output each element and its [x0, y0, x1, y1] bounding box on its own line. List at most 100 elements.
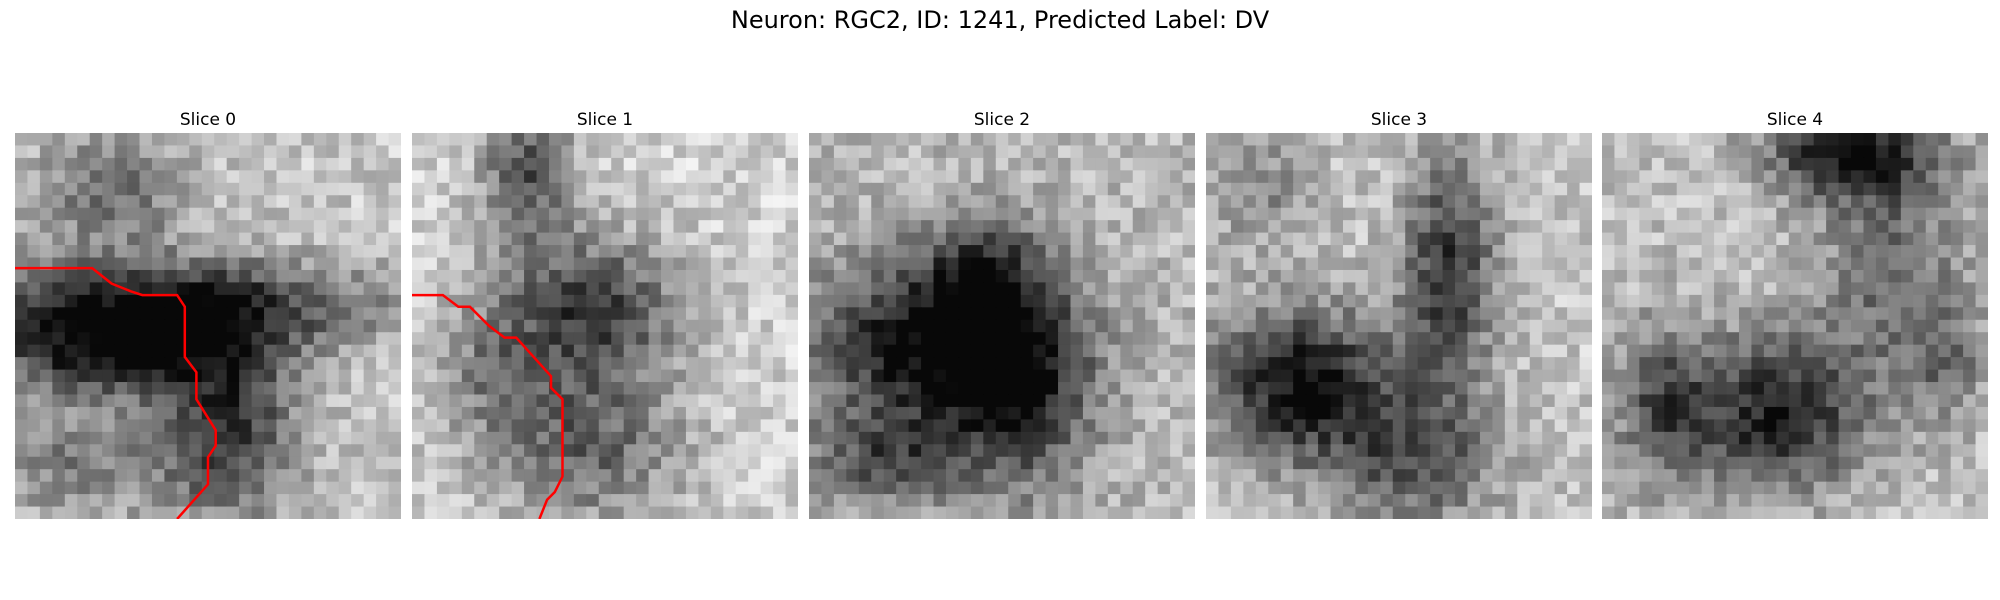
pixel: [1182, 145, 1195, 159]
pixel: [1975, 406, 1988, 420]
pixel: [1738, 344, 1753, 358]
pixel: [189, 145, 203, 159]
pixel: [748, 245, 762, 259]
pixel: [1726, 257, 1740, 271]
pixel: [995, 195, 1009, 209]
pixel: [1145, 207, 1159, 221]
pixel: [723, 357, 737, 371]
pixel: [1342, 220, 1357, 234]
pixel: [648, 469, 662, 483]
pixel: [561, 494, 575, 508]
pixel: [1975, 232, 1988, 246]
pixel: [77, 382, 91, 396]
pixel: [1776, 294, 1790, 308]
pixel: [1268, 220, 1282, 234]
pixel: [773, 394, 787, 408]
pixel: [883, 245, 897, 259]
pixel: [1293, 170, 1307, 184]
pixel: [1318, 431, 1332, 445]
pixel: [1342, 406, 1357, 420]
pixel: [1900, 494, 1914, 508]
pixel: [673, 282, 687, 296]
pixel: [1975, 245, 1988, 259]
pixel: [598, 394, 612, 408]
pixel: [1157, 195, 1171, 209]
pixel: [1938, 220, 1952, 234]
pixel: [1938, 207, 1952, 221]
pixel: [1851, 332, 1865, 346]
pixel: [376, 456, 390, 470]
pixel: [1567, 382, 1581, 396]
pixel: [883, 481, 897, 495]
pixel: [1913, 282, 1927, 296]
pixel: [1763, 269, 1777, 284]
pixel: [301, 444, 315, 458]
pixel: [1651, 232, 1665, 246]
pixel: [821, 232, 835, 246]
pixel: [1554, 319, 1568, 333]
pixel: [1293, 357, 1307, 371]
pixel: [251, 344, 265, 358]
pixel: [1132, 469, 1146, 483]
pixel: [1626, 394, 1640, 408]
pixel: [1726, 232, 1740, 246]
pixel: [524, 232, 538, 246]
pixel: [1542, 382, 1556, 396]
pixel: [1529, 469, 1543, 483]
pixel: [1950, 182, 1964, 196]
pixel: [1367, 394, 1381, 408]
pixel: [1020, 394, 1034, 408]
pixel: [151, 145, 166, 159]
pixel: [114, 494, 128, 508]
pixel: [151, 494, 166, 508]
pixel: [1255, 220, 1269, 234]
pixel: [39, 406, 53, 420]
pixel: [1888, 245, 1902, 259]
pixel: [1579, 182, 1592, 196]
pixel: [102, 382, 116, 396]
pixel: [685, 207, 699, 221]
pixel: [461, 494, 475, 508]
pixel: [1851, 382, 1865, 396]
pixel: [77, 344, 91, 358]
pixel: [1801, 294, 1815, 308]
pixel: [1218, 444, 1232, 458]
pixel: [573, 394, 587, 408]
pixel: [883, 257, 897, 271]
pixel: [586, 133, 600, 147]
pixel: [214, 145, 228, 159]
pixel: [871, 269, 885, 284]
pixel: [1255, 157, 1269, 171]
pixel: [1045, 133, 1059, 147]
pixel: [1676, 382, 1690, 396]
pixel: [1925, 394, 1939, 408]
pixel: [1170, 494, 1184, 508]
pixel: [1380, 369, 1394, 383]
pixel: [1788, 456, 1802, 470]
pixel: [995, 282, 1009, 296]
pixel: [1293, 406, 1307, 420]
pixel: [1430, 232, 1444, 246]
pixel: [64, 294, 78, 308]
pixel: [611, 232, 625, 246]
pixel: [189, 307, 203, 321]
pixel: [648, 481, 662, 495]
pixel: [1293, 257, 1307, 271]
pixel: [970, 170, 984, 184]
pixel: [958, 506, 972, 519]
pixel: [623, 282, 637, 296]
pixel: [1455, 257, 1469, 271]
pixel: [151, 282, 166, 296]
pixel: [1950, 245, 1964, 259]
pixel: [511, 145, 525, 159]
pixel: [983, 494, 997, 508]
pixel: [1701, 494, 1715, 508]
pixel: [1355, 431, 1369, 445]
pixel: [1132, 444, 1146, 458]
pixel: [1614, 357, 1628, 371]
pixel: [1045, 344, 1059, 358]
pixel: [1367, 133, 1381, 147]
pixel: [474, 369, 488, 383]
pixel: [995, 145, 1009, 159]
pixel: [833, 469, 847, 483]
